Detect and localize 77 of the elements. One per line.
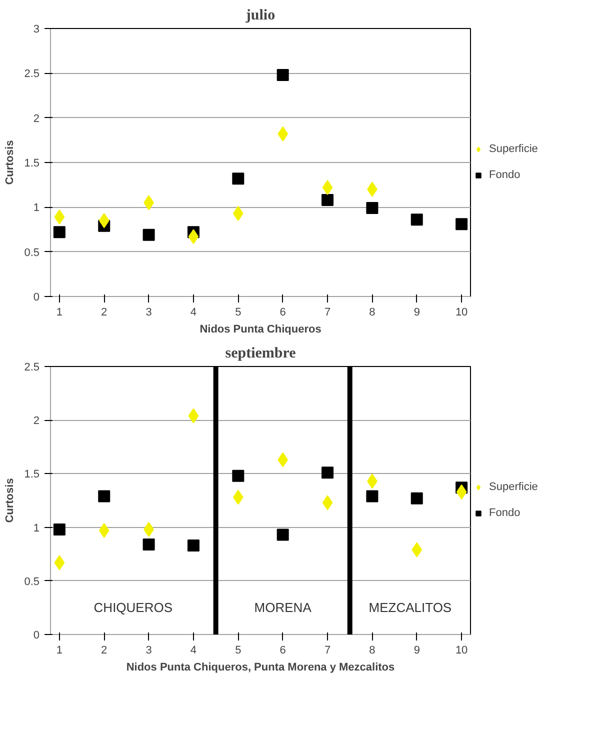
x-tick-label: 9 bbox=[414, 306, 420, 318]
legend-label: Superficie bbox=[489, 481, 538, 493]
point bbox=[232, 172, 244, 185]
point bbox=[232, 490, 244, 505]
x-tick-label: 10 bbox=[455, 306, 468, 318]
point bbox=[276, 528, 289, 541]
point bbox=[456, 484, 467, 500]
point bbox=[188, 408, 199, 424]
y-tick-label: 0.5 bbox=[24, 246, 40, 259]
chart-title: julio bbox=[244, 8, 276, 24]
x-tick-label: 9 bbox=[414, 644, 420, 656]
point bbox=[54, 555, 65, 570]
legend-label: Fondo bbox=[489, 507, 520, 519]
x-tick-label: 6 bbox=[280, 306, 286, 318]
x-tick-label: 8 bbox=[369, 644, 376, 656]
y-tick-label: 3 bbox=[33, 24, 40, 36]
point bbox=[278, 126, 288, 142]
y-tick-label: 1 bbox=[33, 202, 40, 214]
point bbox=[278, 452, 288, 468]
x-tick-label: 7 bbox=[324, 306, 331, 318]
y-tick-label: 0 bbox=[33, 292, 40, 304]
x-tick-label: 4 bbox=[190, 644, 197, 656]
y-tick-label: 1 bbox=[33, 522, 40, 534]
point bbox=[322, 495, 333, 510]
x-tick-label: 3 bbox=[146, 644, 152, 656]
y-tick-label: 2.5 bbox=[24, 68, 40, 80]
x-tick-label: 1 bbox=[56, 306, 62, 318]
y-tick-label: 2 bbox=[33, 112, 40, 125]
point bbox=[276, 68, 289, 81]
point bbox=[232, 206, 244, 221]
annotation: MORENA bbox=[254, 600, 312, 616]
y-axis-title: Curtosis bbox=[4, 140, 16, 185]
annotation: CHIQUEROS bbox=[94, 600, 173, 616]
point bbox=[187, 540, 200, 552]
annotation: MEZCALITOS bbox=[368, 600, 452, 616]
point bbox=[412, 542, 422, 558]
point bbox=[322, 466, 334, 479]
point bbox=[322, 194, 334, 206]
chart-title: septiembre bbox=[225, 346, 296, 362]
x-tick-label: 1 bbox=[56, 644, 62, 656]
point bbox=[188, 229, 199, 244]
point bbox=[53, 523, 66, 536]
x-axis-title: Nidos Punta Chiqueros, Punta Morena y Mezcalitos bbox=[126, 662, 395, 674]
x-axis-title: Nidos Punta Chiqueros bbox=[200, 324, 322, 336]
point bbox=[410, 492, 423, 504]
x-tick-label: 2 bbox=[101, 644, 108, 656]
x-tick-label: 7 bbox=[324, 644, 331, 656]
legend-label: Superficie bbox=[489, 143, 538, 155]
point bbox=[410, 214, 423, 226]
point bbox=[54, 209, 65, 224]
point bbox=[98, 523, 110, 538]
y-tick-label: 1.5 bbox=[24, 158, 40, 170]
y-tick-label: 1.5 bbox=[24, 468, 40, 481]
point bbox=[142, 538, 155, 550]
y-axis-title: Curtosis bbox=[4, 478, 16, 523]
point bbox=[456, 218, 468, 230]
point bbox=[366, 490, 378, 502]
point bbox=[53, 226, 66, 238]
x-tick-label: 10 bbox=[455, 644, 468, 656]
x-tick-label: 5 bbox=[235, 306, 242, 318]
y-tick-label: 0.5 bbox=[24, 576, 40, 588]
x-tick-label: 4 bbox=[190, 306, 197, 318]
point bbox=[98, 213, 110, 228]
legend-label: Fondo bbox=[489, 169, 520, 181]
point bbox=[366, 202, 378, 214]
y-tick-label: 0 bbox=[33, 630, 40, 642]
x-tick-label: 8 bbox=[369, 306, 376, 318]
x-tick-label: 2 bbox=[101, 306, 108, 318]
x-tick-label: 5 bbox=[235, 644, 242, 656]
x-tick-label: 6 bbox=[280, 644, 286, 656]
point bbox=[322, 180, 333, 196]
point bbox=[142, 228, 155, 241]
point bbox=[232, 470, 244, 482]
y-tick-label: 2 bbox=[33, 415, 40, 428]
x-tick-label: 3 bbox=[146, 306, 152, 318]
point bbox=[98, 490, 110, 502]
y-tick-label: 2.5 bbox=[24, 362, 40, 374]
